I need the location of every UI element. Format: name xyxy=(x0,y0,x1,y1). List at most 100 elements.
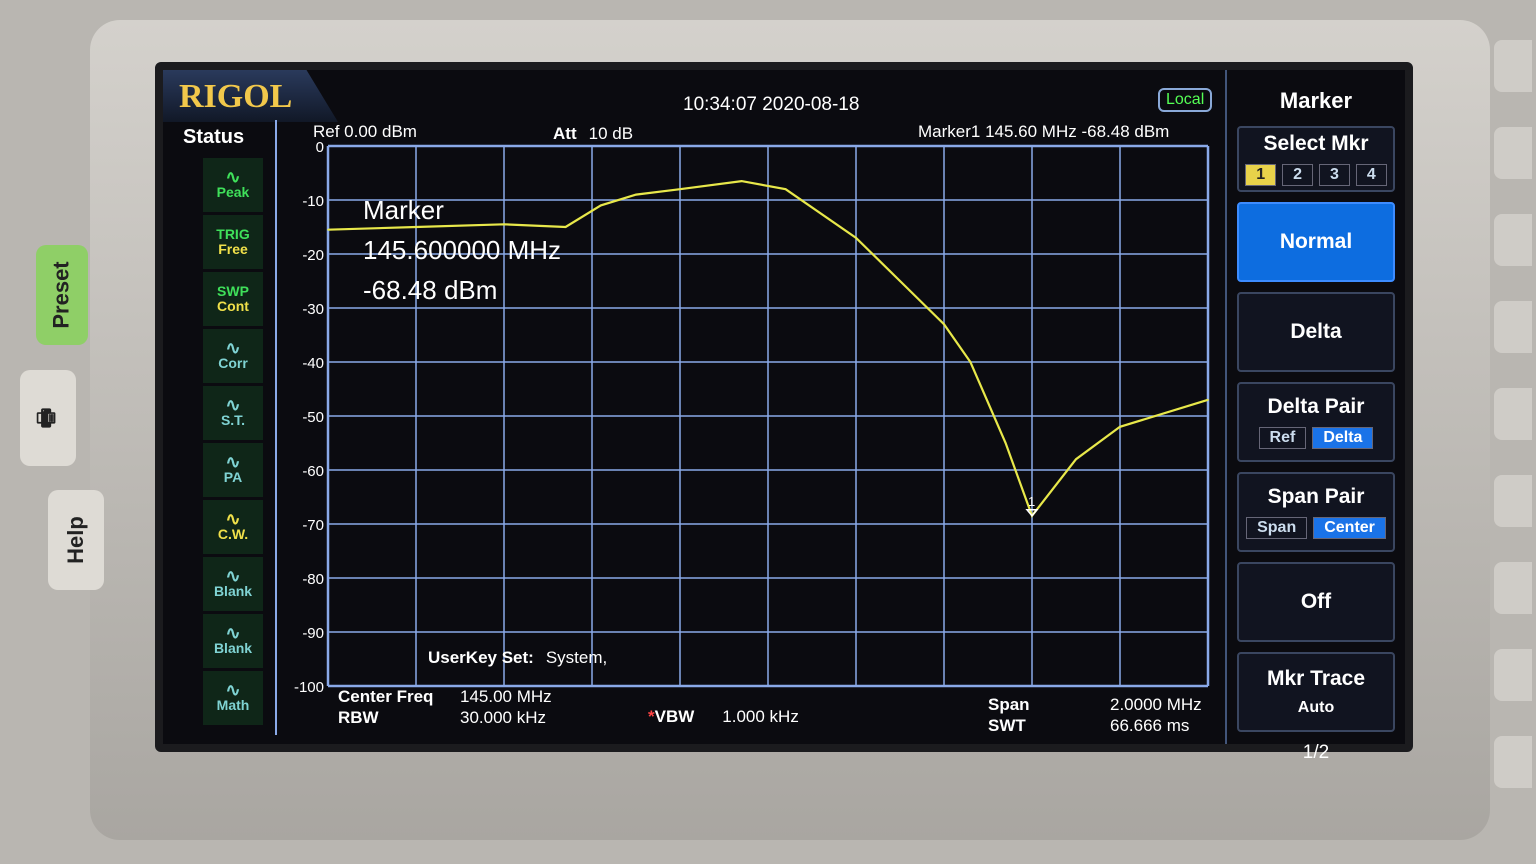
center-freq-value: 145.00 MHz xyxy=(460,687,552,706)
span-value: 2.0000 MHz xyxy=(1110,695,1202,714)
status-label: Corr xyxy=(218,355,248,371)
trace-point xyxy=(503,223,505,226)
delta-softkey[interactable]: Delta xyxy=(1237,292,1395,372)
mkr-trace-value: Auto xyxy=(1297,699,1335,716)
trace-point xyxy=(1004,442,1007,444)
help-button[interactable]: Help xyxy=(48,490,104,590)
swt-value: 66.666 ms xyxy=(1110,716,1190,735)
ref-level: Ref 0.00 dBm xyxy=(313,122,417,141)
status-pa-indicator: ∿ PA xyxy=(203,443,263,497)
footer-right: Span 2.0000 MHz SWT 66.666 ms xyxy=(988,694,1202,736)
trace-point xyxy=(899,280,901,282)
trace-point xyxy=(740,180,743,182)
delta-option[interactable]: Delta xyxy=(1312,427,1374,449)
trace-icon: ∿ xyxy=(225,623,241,643)
status-top: TRIG xyxy=(216,226,250,242)
printer-icon: 🖶 xyxy=(33,407,58,429)
status-blank-indicator: ∿ Blank xyxy=(203,614,263,668)
trace-point xyxy=(1119,426,1121,428)
menu-title: Marker xyxy=(1279,88,1353,113)
softkey-hardware-button[interactable] xyxy=(1494,214,1532,266)
marker-readout: Marker1 145.60 MHz -68.48 dBm xyxy=(918,122,1170,141)
status-label: Math xyxy=(216,697,250,713)
vbw-asterisk: * xyxy=(648,707,655,726)
y-tick-label: -100 xyxy=(294,679,324,692)
preset-button[interactable]: Preset xyxy=(36,245,88,345)
status-blank-indicator: ∿ Blank xyxy=(203,557,263,611)
mkr-trace-softkey[interactable]: Mkr Trace Auto xyxy=(1237,652,1395,732)
span-pair-softkey[interactable]: Span Pair Span Center xyxy=(1237,472,1395,552)
span-pair-label: Span Pair xyxy=(1267,485,1365,508)
trace-point xyxy=(855,237,857,239)
marker-2-option[interactable]: 2 xyxy=(1282,164,1313,186)
vbw-label: VBW xyxy=(654,707,695,726)
center-freq-label: Center Freq xyxy=(338,687,434,706)
preset-label: Preset xyxy=(49,261,74,329)
trace-point xyxy=(784,188,787,190)
divider xyxy=(275,120,277,735)
off-label: Off xyxy=(1300,590,1332,613)
marker-box-title: Marker xyxy=(363,195,444,225)
y-tick-label: 0 xyxy=(316,139,324,156)
trace-point xyxy=(679,188,681,190)
analyzer-screen: RIGOL 10:34:07 2020-08-18 Local Status ∿… xyxy=(155,62,1413,763)
softkey-hardware-button[interactable] xyxy=(1494,475,1532,527)
softkey-hardware-button[interactable] xyxy=(1494,301,1532,353)
status-cont-indicator: SWP Cont xyxy=(203,272,263,326)
cw-icon: ∿ xyxy=(225,509,241,529)
status-corr-indicator: ∿ Corr xyxy=(203,329,263,383)
ref-option[interactable]: Ref xyxy=(1258,427,1307,449)
att-label: Att xyxy=(553,124,577,143)
sweep-time-icon: ∿ xyxy=(225,395,241,415)
marker-box-freq: 145.600000 MHz xyxy=(363,235,562,265)
delta-pair-label: Delta Pair xyxy=(1267,395,1365,418)
softkey-hardware-button[interactable] xyxy=(1494,649,1532,701)
footer-left: Center Freq 145.00 MHz RBW 30.000 kHz xyxy=(338,686,552,728)
vbw: *VBW 1.000 kHz xyxy=(648,707,799,727)
status-label: C.W. xyxy=(217,526,249,542)
help-label: Help xyxy=(63,516,88,564)
softkey-hardware-button[interactable] xyxy=(1494,40,1532,92)
datetime: 10:34:07 2020-08-18 xyxy=(683,94,860,115)
menu-page-indicator[interactable]: 1/2 xyxy=(1302,742,1330,763)
off-softkey[interactable]: Off xyxy=(1237,562,1395,642)
delta-label: Delta xyxy=(1290,320,1342,343)
span-option[interactable]: Span xyxy=(1246,517,1308,539)
spectrum-plot: 0 -10 -20 -30 -40 -50 -60 -70 -80 -90 -100 1 xyxy=(294,139,1210,692)
rbw-value: 30.000 kHz xyxy=(460,708,546,727)
delta-pair-softkey[interactable]: Delta Pair Ref Delta xyxy=(1237,382,1395,462)
span-label: Span xyxy=(988,695,1030,714)
softkey-hardware-button[interactable] xyxy=(1494,127,1532,179)
status-label: PA xyxy=(223,469,243,485)
y-tick-label: -40 xyxy=(302,355,324,372)
softkey-hardware-button[interactable] xyxy=(1494,562,1532,614)
print-button[interactable]: 🖶 xyxy=(20,370,76,466)
trace-line xyxy=(327,179,1209,519)
marker-1-option[interactable]: 1 xyxy=(1245,164,1277,186)
trace-icon: ∿ xyxy=(225,566,241,586)
normal-softkey[interactable]: Normal xyxy=(1237,202,1395,282)
status-st-indicator: ∿ S.T. xyxy=(203,386,263,440)
softkey-hardware-button[interactable] xyxy=(1494,388,1532,440)
status-label: S.T. xyxy=(220,412,246,428)
status-label: Blank xyxy=(213,640,253,656)
trace-point xyxy=(415,226,417,228)
center-option[interactable]: Center xyxy=(1313,517,1386,539)
softkey-hardware-button[interactable] xyxy=(1494,736,1532,788)
y-tick-label: -80 xyxy=(302,571,324,588)
status-top: SWP xyxy=(217,283,249,299)
marker-3-option[interactable]: 3 xyxy=(1319,164,1350,186)
y-tick-label: -50 xyxy=(302,409,324,426)
status-title: Status xyxy=(183,126,245,148)
trace-point xyxy=(943,323,945,325)
marker-box: Marker 145.600000 MHz -68.48 dBm xyxy=(363,190,561,310)
status-label: Cont xyxy=(217,298,249,314)
trace-point xyxy=(1075,458,1077,461)
rigol-logo: RIGOL xyxy=(179,78,293,115)
marker-4-option[interactable]: 4 xyxy=(1355,164,1387,186)
marker-1-label: 1 xyxy=(1028,494,1035,509)
swt-label: SWT xyxy=(988,716,1026,735)
marker-box-level: -68.48 dBm xyxy=(363,275,498,305)
